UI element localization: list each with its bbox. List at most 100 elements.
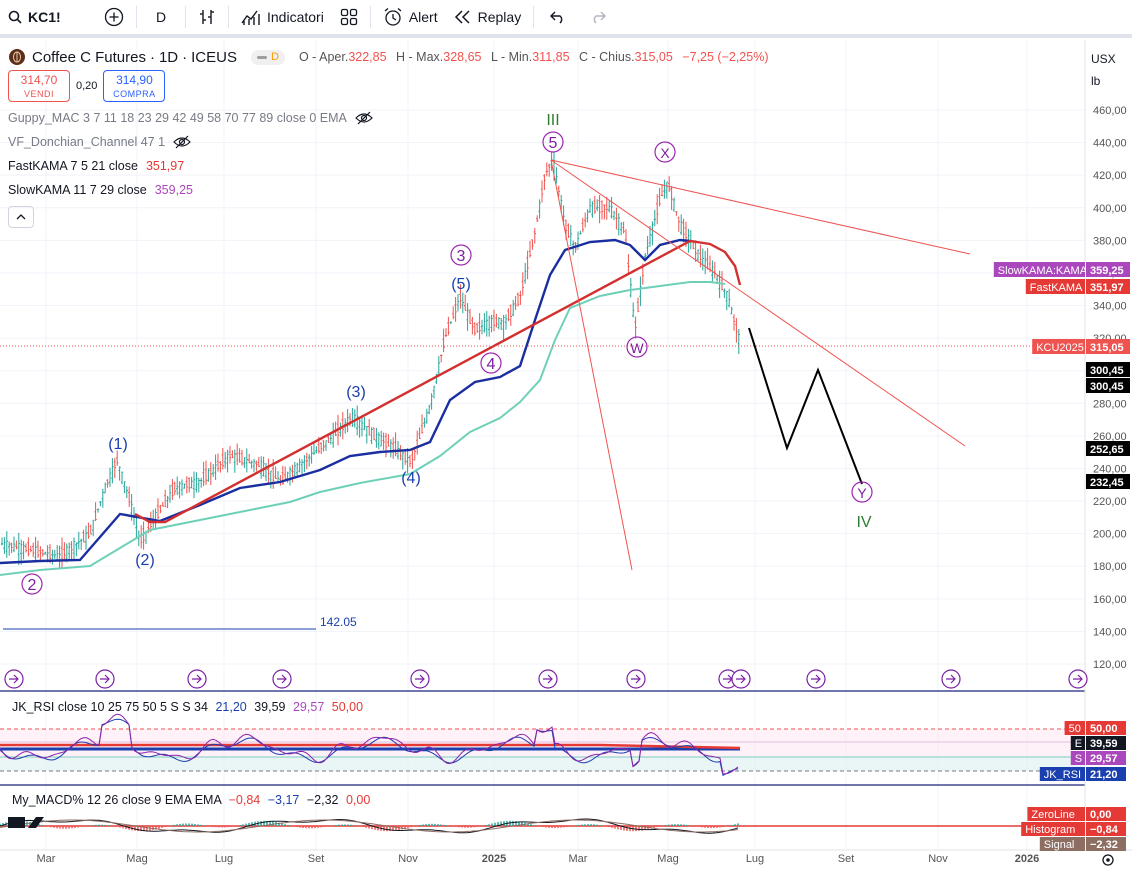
ohlc-bar bbox=[46, 545, 49, 563]
redo-button[interactable] bbox=[578, 0, 618, 36]
alert-button[interactable]: Alert bbox=[375, 0, 446, 36]
ohlc-bar bbox=[228, 445, 232, 464]
ohlc-bar bbox=[382, 432, 385, 450]
toolbar-divider bbox=[533, 6, 535, 28]
ohlc-bar bbox=[192, 471, 196, 499]
ohlc-bar bbox=[20, 539, 23, 565]
unit-selector[interactable]: lb bbox=[1091, 74, 1101, 88]
compare-symbol-button[interactable] bbox=[96, 0, 132, 36]
chart-type-button[interactable] bbox=[190, 0, 224, 36]
trendline-steep bbox=[550, 159, 633, 571]
ohlc-bar bbox=[608, 200, 611, 213]
event-marker-icon[interactable] bbox=[1068, 669, 1088, 689]
ohlc-bar bbox=[68, 542, 71, 562]
event-marker-icon[interactable] bbox=[187, 669, 207, 689]
event-marker-icon[interactable] bbox=[272, 669, 292, 689]
indicator-donchian[interactable]: VF_Donchian_Channel 47 1 bbox=[8, 130, 788, 154]
svg-text:359,25: 359,25 bbox=[1090, 265, 1124, 277]
symbol-title[interactable]: Coffee C Futures bbox=[32, 48, 146, 66]
ohlc-bar bbox=[720, 271, 724, 291]
ohlc-bar bbox=[339, 422, 342, 437]
time-tick-label: Mag bbox=[126, 853, 147, 865]
price-tick-label: 280,00 bbox=[1093, 398, 1127, 410]
ohlc-bar bbox=[240, 449, 244, 466]
event-marker-icon[interactable] bbox=[95, 669, 115, 689]
symbol-search-button[interactable]: KC1! bbox=[0, 0, 96, 36]
ohlc-bar bbox=[665, 181, 668, 199]
ohlc-row: Coffee C Futures · 1D · ICEUS D O - Aper… bbox=[8, 46, 788, 68]
ohlc-bar bbox=[190, 476, 193, 489]
event-marker-icon[interactable] bbox=[538, 669, 558, 689]
indicator-guppy-label: Guppy_MAC 3 7 11 18 23 29 42 49 58 70 77… bbox=[8, 111, 347, 125]
eye-hidden-icon[interactable] bbox=[173, 135, 191, 149]
ohlc-bar bbox=[670, 186, 673, 210]
ohlc-bar bbox=[464, 294, 467, 311]
svg-text:FastKAMA: FastKAMA bbox=[1030, 282, 1083, 294]
ohlc-bar bbox=[368, 419, 371, 436]
indicators-icon bbox=[241, 10, 260, 25]
templates-button[interactable] bbox=[332, 0, 366, 36]
ohlc-bar bbox=[267, 458, 270, 484]
ohlc-bar bbox=[735, 318, 738, 343]
rsi-legend[interactable]: JK_RSI close 10 25 75 50 5 S S 34 21,20 … bbox=[12, 700, 363, 714]
sell-button[interactable]: 314,70 VENDI bbox=[8, 70, 70, 102]
event-marker-icon[interactable] bbox=[626, 669, 646, 689]
ohlc-bar bbox=[12, 536, 16, 553]
price-tick-label: 440,00 bbox=[1093, 138, 1127, 150]
ohlc-bar bbox=[485, 311, 488, 337]
open-value: 322,85 bbox=[348, 50, 387, 64]
indicator-guppy[interactable]: Guppy_MAC 3 7 11 18 23 29 42 49 58 70 77… bbox=[8, 106, 788, 130]
ohlc-bar bbox=[682, 218, 685, 243]
currency-selector[interactable]: USX bbox=[1091, 52, 1116, 66]
ohlc-bar bbox=[524, 262, 527, 284]
event-markers[interactable] bbox=[4, 669, 1088, 689]
price-tick-label: 200,00 bbox=[1093, 529, 1127, 541]
replay-label: Replay bbox=[477, 9, 522, 25]
replay-button[interactable]: Replay bbox=[446, 0, 530, 36]
price-tick-label: 400,00 bbox=[1093, 203, 1127, 215]
ohlc-bar bbox=[495, 313, 498, 328]
settings-gear-icon[interactable] bbox=[1102, 854, 1114, 866]
event-marker-icon[interactable] bbox=[410, 669, 430, 689]
buy-button[interactable]: 314,90 COMPRA bbox=[103, 70, 166, 102]
time-tick-label: Lug bbox=[746, 853, 764, 865]
ohlc-bar bbox=[77, 531, 80, 550]
title-dot: · bbox=[149, 48, 155, 66]
indicators-button[interactable]: Indicatori bbox=[233, 0, 332, 36]
ohlc-bar bbox=[598, 195, 601, 224]
ohlc-bar bbox=[694, 240, 697, 262]
ohlc-bar bbox=[725, 290, 728, 311]
ohlc-bar bbox=[636, 297, 640, 313]
event-marker-icon[interactable] bbox=[806, 669, 826, 689]
eye-hidden-icon[interactable] bbox=[355, 111, 373, 125]
ohlc-bar bbox=[257, 456, 260, 468]
indicator-slowkama[interactable]: SlowKAMA 11 7 29 close 359,25 bbox=[8, 178, 788, 202]
indicator-fastkama[interactable]: FastKAMA 7 5 21 close 351,97 bbox=[8, 154, 788, 178]
plus-circle-icon bbox=[104, 7, 124, 27]
interval-button[interactable]: D bbox=[141, 0, 181, 36]
event-marker-icon[interactable] bbox=[731, 669, 751, 689]
ohlc-bar bbox=[730, 306, 733, 315]
ohlc-bar bbox=[411, 448, 414, 469]
delayed-data-badge[interactable]: D bbox=[250, 49, 285, 65]
ohlc-bar bbox=[538, 199, 541, 219]
ohlc-bar bbox=[675, 211, 678, 216]
ohlc-bar bbox=[387, 434, 390, 447]
ohlc-bar bbox=[70, 541, 73, 561]
chart-canvas[interactable]: 142.05 2 (1) (2) (3) (4) 3 (5) 4 III 5 W… bbox=[0, 40, 1132, 870]
ohlc-bar bbox=[425, 408, 428, 424]
collapse-legend-button[interactable] bbox=[8, 206, 34, 228]
svg-text:315,05: 315,05 bbox=[1090, 342, 1124, 354]
ohlc-bar bbox=[423, 417, 426, 428]
ohlc-bar bbox=[3, 537, 6, 554]
buy-label: COMPRA bbox=[113, 89, 156, 99]
ohlc-bar bbox=[315, 446, 318, 454]
event-marker-icon[interactable] bbox=[941, 669, 961, 689]
macd-legend[interactable]: My_MACD% 12 26 close 9 EMA EMA −0,84 −3,… bbox=[12, 793, 370, 807]
undo-button[interactable] bbox=[538, 0, 578, 36]
ohlc-bar bbox=[483, 312, 486, 333]
macd-axis-tag: Histogram −0,84 bbox=[1021, 822, 1126, 836]
fast-kama-line bbox=[0, 238, 691, 565]
event-marker-icon[interactable] bbox=[4, 669, 24, 689]
wave-label-IV: IV bbox=[856, 514, 871, 531]
